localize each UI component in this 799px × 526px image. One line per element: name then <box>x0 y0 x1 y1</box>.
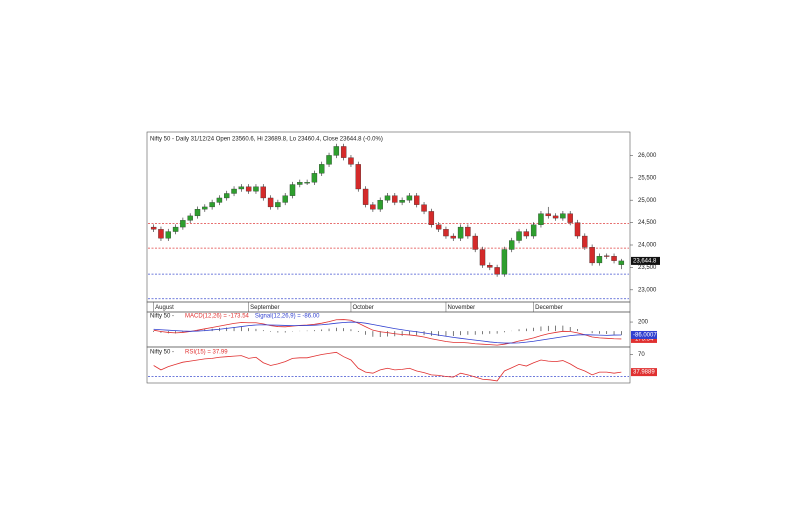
series-line <box>153 319 622 346</box>
candle-body <box>530 224 537 237</box>
candle-body <box>194 209 201 217</box>
candle-body <box>304 182 310 184</box>
candle-body <box>202 206 208 210</box>
candle-body <box>457 226 464 239</box>
x-tick-label: October <box>352 305 373 311</box>
candle-body <box>545 213 551 217</box>
candle-body <box>443 229 449 237</box>
candle-body <box>552 215 559 219</box>
chart-title: Nifty 50 - Daily 31/12/24 Open 23560.6, … <box>150 137 383 143</box>
candle-body <box>282 195 288 203</box>
candle-body <box>180 220 186 228</box>
y-tick-label: 23,000 <box>638 287 657 293</box>
candle-body <box>589 247 595 264</box>
candle-body <box>406 195 413 201</box>
candle-body <box>326 155 332 165</box>
candle-body <box>611 256 617 261</box>
candle-body <box>289 184 296 196</box>
candle-body <box>333 146 340 156</box>
candle-body <box>253 186 259 192</box>
candle-body <box>435 224 442 230</box>
candle-body <box>392 195 398 203</box>
legend-label: RSI(15) = 37.99 <box>185 350 228 356</box>
y-tick-label: 25,000 <box>638 198 657 204</box>
panel-title: Nifty 50 - <box>150 350 174 356</box>
candle-body <box>231 188 237 194</box>
y-tick-label: 26,000 <box>638 153 657 159</box>
candle-body <box>245 186 252 192</box>
candle-body <box>297 182 303 185</box>
candle-body <box>209 202 215 208</box>
value-label: 23,644.8 <box>633 258 657 264</box>
candle-body <box>501 249 508 275</box>
x-tick-label: September <box>250 305 279 311</box>
candle-body <box>165 231 171 239</box>
candle-body <box>187 215 193 221</box>
candle-body <box>319 164 325 174</box>
legend-label: Signal(12,26,9) = -86.00 <box>255 314 320 320</box>
value-label-box <box>631 256 660 265</box>
rsi-panel <box>146 346 631 384</box>
candle-body <box>618 260 625 265</box>
candle-body <box>574 222 581 237</box>
series-line <box>153 321 622 344</box>
candle-body <box>399 200 405 203</box>
candle-body <box>362 188 369 205</box>
value-label: 37.9889 <box>633 370 655 376</box>
candle-body <box>538 213 544 225</box>
candle-body <box>377 200 383 210</box>
candle-body <box>216 197 223 203</box>
candle-body <box>596 256 603 264</box>
y-tick-label: 70 <box>638 352 645 358</box>
candle-body <box>150 226 157 230</box>
candle-body <box>450 235 456 239</box>
candle-body <box>509 240 515 250</box>
candle-body <box>370 204 376 210</box>
candle-body <box>311 173 318 183</box>
candle-body <box>348 157 354 165</box>
value-label-box <box>631 330 657 339</box>
candle-body <box>421 204 427 212</box>
candle-body <box>582 235 588 248</box>
candle-body <box>479 249 486 266</box>
candle-body <box>604 255 610 257</box>
candle-body <box>267 197 274 208</box>
y-tick-label: 23,500 <box>638 265 657 271</box>
candle-body <box>158 229 164 239</box>
candle-body <box>414 195 420 205</box>
y-tick-label: 200 <box>638 320 649 326</box>
candle-body <box>465 226 471 237</box>
value-label: -86.0007 <box>633 333 657 339</box>
candle-body <box>560 213 566 219</box>
value-label-box <box>631 368 657 377</box>
x-tick-label: December <box>535 305 563 311</box>
y-tick-label: 24,000 <box>638 243 657 249</box>
candle-body <box>472 235 478 250</box>
candle-body <box>224 193 230 199</box>
series-line <box>153 351 622 382</box>
x-tick-label: August <box>155 305 174 311</box>
panel-title: Nifty 50 - <box>150 314 174 320</box>
candle-body <box>567 213 573 223</box>
candle-body <box>487 265 493 268</box>
x-tick-label: November <box>447 305 475 311</box>
candle-body <box>384 195 391 201</box>
value-label: -173.54 <box>633 337 654 343</box>
candle-body <box>238 186 245 190</box>
candle-body <box>428 211 435 225</box>
legend-label: MACD(12,26) = -173.54 <box>185 314 250 320</box>
candle-body <box>355 164 361 190</box>
candle-body <box>275 202 281 208</box>
y-tick-label: 25,500 <box>638 175 657 181</box>
candle-body <box>172 226 179 232</box>
candle-body <box>340 146 347 158</box>
y-tick-label: 24,500 <box>638 220 657 226</box>
candle-body <box>516 231 522 241</box>
candle-body <box>494 267 500 275</box>
candle-body <box>260 186 266 199</box>
candle-body <box>523 231 530 237</box>
